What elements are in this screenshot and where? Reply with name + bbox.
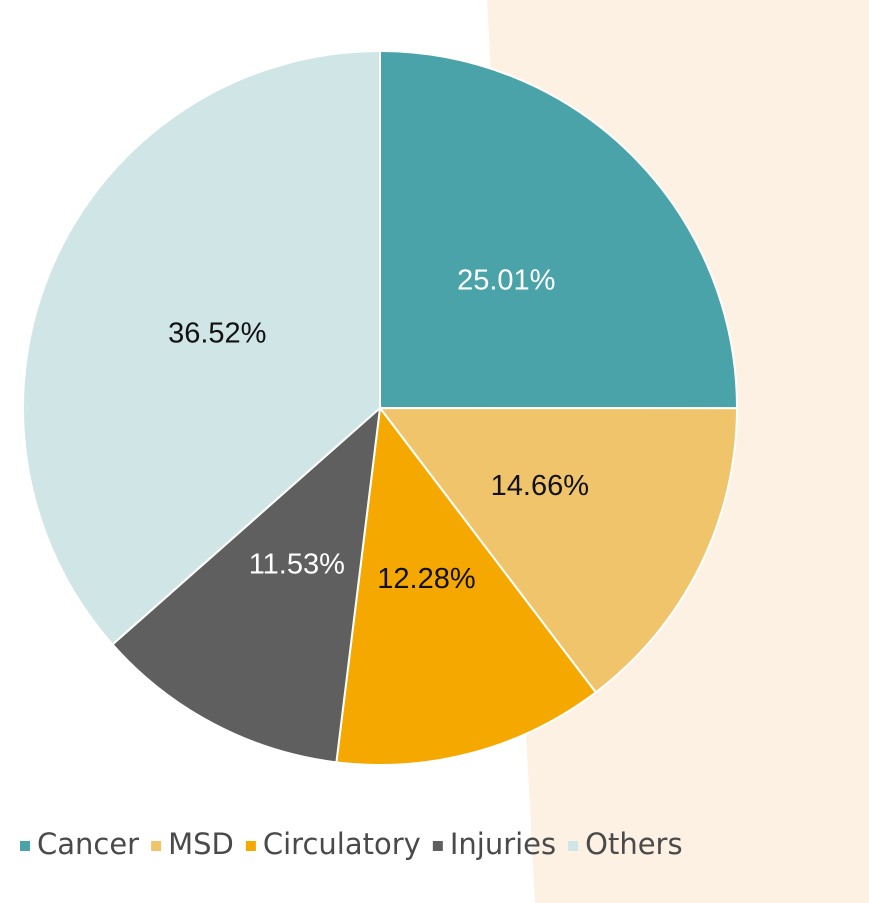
legend-swatch — [245, 841, 256, 851]
legend-swatch — [568, 841, 579, 851]
pie-slice — [335, 405, 598, 766]
pie-slice — [377, 406, 739, 694]
legend-label: Injuries — [450, 827, 556, 861]
value-label: 36.52% — [168, 317, 266, 349]
pie — [22, 49, 739, 766]
pie-slice — [22, 49, 381, 646]
legend: Cancer MSD Circulatory Injuries Others — [20, 827, 683, 861]
legend-label: Circulatory — [263, 827, 421, 861]
legend-label: Others — [585, 827, 682, 861]
value-label: 11.53% — [249, 549, 345, 581]
value-label: 25.01% — [457, 264, 555, 296]
legend-swatch — [20, 841, 30, 851]
value-labels: 25.01% 14.66% 12.28% 11.53% 36.52% — [168, 264, 589, 595]
pie-slice — [111, 405, 382, 764]
legend-label: Cancer — [37, 827, 139, 861]
value-label: 14.66% — [491, 470, 589, 502]
legend-swatch — [151, 841, 162, 851]
pie-slice — [379, 49, 739, 410]
value-label: 12.28% — [377, 563, 475, 595]
legend-swatch — [432, 841, 443, 851]
legend-label: MSD — [168, 827, 234, 861]
